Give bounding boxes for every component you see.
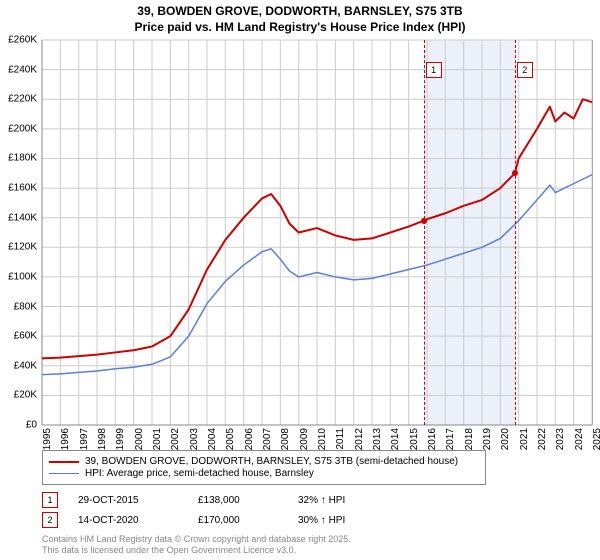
legend-swatch-price [49,461,79,463]
x-tick-label: 2018 [464,428,475,450]
x-tick-label: 1999 [115,428,126,450]
chart-area: £0£20K£40K£60K£80K£100K£120K£140K£160K£1… [42,40,593,425]
sale-date-1: 29-OCT-2015 [78,495,198,506]
sale-marker-1: 1 [42,492,58,508]
sale-row-2: 2 14-OCT-2020 £170,000 30% ↑ HPI [42,512,398,528]
x-tick-label: 2016 [427,428,438,450]
x-tick-label: 2014 [390,428,401,450]
title-line-2: Price paid vs. HM Land Registry's House … [0,20,600,36]
x-tick-label: 2019 [482,428,493,450]
footer: Contains HM Land Registry data © Crown c… [42,534,351,556]
y-tick-label: £80K [14,301,37,312]
sale-price-2: £170,000 [198,515,298,526]
sale-dot [421,218,427,224]
x-tick-label: 2006 [244,428,255,450]
y-tick-label: £220K [8,94,37,105]
x-tick-label: 2022 [537,428,548,450]
y-tick-label: £100K [8,271,37,282]
sale-dot [512,170,518,176]
x-tick-label: 2004 [207,428,218,450]
legend-label-hpi: HPI: Average price, semi-detached house,… [85,468,314,479]
x-tick-label: 2013 [372,428,383,450]
sale-marker-num: 2 [517,62,533,78]
x-tick-label: 2020 [500,428,511,450]
legend-swatch-hpi [49,473,79,475]
sale-row-1: 1 29-OCT-2015 £138,000 32% ↑ HPI [42,492,398,508]
x-tick-label: 1996 [60,428,71,450]
legend-row-price: 39, BOWDEN GROVE, DODWORTH, BARNSLEY, S7… [49,456,479,467]
sale-vline [515,40,516,425]
y-tick-label: £200K [8,123,37,134]
sale-date-2: 14-OCT-2020 [78,515,198,526]
x-tick-label: 2005 [225,428,236,450]
y-tick-label: £60K [14,331,37,342]
x-tick-label: 1995 [42,428,53,450]
chart-title: 39, BOWDEN GROVE, DODWORTH, BARNSLEY, S7… [0,0,600,35]
sale-marker-2: 2 [42,512,58,528]
legend: 39, BOWDEN GROVE, DODWORTH, BARNSLEY, S7… [42,450,486,485]
y-tick-label: £120K [8,242,37,253]
plot-svg [42,40,592,425]
title-line-1: 39, BOWDEN GROVE, DODWORTH, BARNSLEY, S7… [0,4,600,20]
y-tick-label: £180K [8,153,37,164]
y-tick-label: £240K [8,64,37,75]
sale-price-1: £138,000 [198,495,298,506]
x-tick-label: 2007 [262,428,273,450]
footer-line-1: Contains HM Land Registry data © Crown c… [42,534,351,545]
sale-hpi-1: 32% ↑ HPI [298,495,398,506]
sale-hpi-2: 30% ↑ HPI [298,515,398,526]
x-tick-label: 2021 [519,428,530,450]
x-tick-label: 2001 [152,428,163,450]
legend-label-price: 39, BOWDEN GROVE, DODWORTH, BARNSLEY, S7… [85,456,458,467]
y-tick-label: £140K [8,212,37,223]
legend-row-hpi: HPI: Average price, semi-detached house,… [49,468,479,479]
y-tick-label: £260K [8,35,37,46]
x-tick-label: 2025 [592,428,600,450]
x-tick-label: 2009 [299,428,310,450]
footer-line-2: This data is licensed under the Open Gov… [42,545,351,556]
sale-marker-num: 1 [426,62,442,78]
x-tick-label: 2023 [555,428,566,450]
x-tick-label: 2024 [574,428,585,450]
y-tick-label: £160K [8,183,37,194]
x-tick-label: 1997 [79,428,90,450]
y-tick-label: £0 [26,420,37,431]
chart-container: 39, BOWDEN GROVE, DODWORTH, BARNSLEY, S7… [0,0,600,560]
x-tick-label: 1998 [97,428,108,450]
x-tick-label: 2010 [317,428,328,450]
x-tick-label: 2011 [335,428,346,450]
sales-table: 1 29-OCT-2015 £138,000 32% ↑ HPI 2 14-OC… [42,492,398,532]
x-tick-label: 2012 [354,428,365,450]
y-tick-label: £20K [14,390,37,401]
sale-vline [424,40,425,425]
x-tick-label: 2017 [445,428,456,450]
x-tick-label: 2002 [170,428,181,450]
x-tick-label: 2003 [189,428,200,450]
x-tick-label: 2008 [280,428,291,450]
x-tick-label: 2015 [409,428,420,450]
x-tick-label: 2000 [134,428,145,450]
y-tick-label: £40K [14,360,37,371]
